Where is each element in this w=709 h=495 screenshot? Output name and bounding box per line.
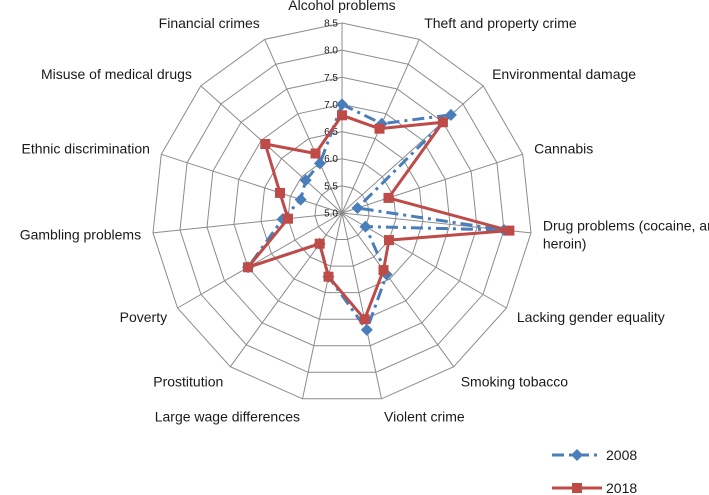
data-point bbox=[384, 235, 394, 246]
grid-spoke bbox=[161, 153, 343, 214]
category-label: Theft and property crime bbox=[424, 15, 577, 31]
data-point bbox=[359, 220, 372, 233]
tick-label: 5.5 bbox=[324, 181, 338, 192]
data-point bbox=[444, 108, 457, 121]
legend-item-2008: 2008 bbox=[552, 447, 637, 463]
data-point bbox=[359, 314, 370, 325]
tick-label: 8.0 bbox=[324, 46, 338, 57]
grid-spoke bbox=[229, 212, 343, 367]
legend: 2008 2018 bbox=[552, 447, 637, 495]
category-label: Violent crime bbox=[384, 409, 465, 425]
category-label: Financial crimes bbox=[159, 15, 260, 31]
data-point bbox=[310, 148, 321, 159]
data-point bbox=[337, 110, 347, 121]
data-point bbox=[383, 192, 394, 203]
grid-spoke bbox=[177, 212, 343, 309]
data-point bbox=[299, 174, 312, 187]
category-label: Ethnic discrimination bbox=[22, 141, 150, 157]
category-labels: Alcohol problems Theft and property crime… bbox=[20, 0, 709, 425]
grid-ring bbox=[179, 49, 505, 373]
category-label: Misuse of medical drugs bbox=[41, 66, 192, 82]
data-series bbox=[241, 98, 515, 336]
grid-spoke bbox=[341, 153, 523, 214]
grid-spoke bbox=[341, 212, 507, 309]
data-point bbox=[314, 238, 325, 249]
grid-spoke bbox=[341, 85, 484, 214]
grid-spoke bbox=[302, 212, 343, 399]
data-point bbox=[351, 201, 364, 214]
category-label: Alcohol problems bbox=[288, 0, 395, 13]
tick-label: 7.5 bbox=[324, 73, 338, 84]
legend-marker bbox=[571, 449, 583, 461]
category-label: Prostitution bbox=[153, 373, 223, 389]
tick-label: 5.0 bbox=[324, 209, 338, 220]
tick-label: 6.0 bbox=[324, 154, 338, 165]
category-label: Cannabis bbox=[534, 141, 593, 157]
grid-ring bbox=[287, 158, 397, 267]
data-point bbox=[360, 323, 373, 336]
grid-spoke bbox=[200, 85, 343, 214]
grid-spoke bbox=[341, 212, 382, 399]
grid-spoke bbox=[264, 39, 343, 214]
grid-ring bbox=[233, 103, 451, 320]
grid-ring bbox=[152, 22, 532, 400]
data-point bbox=[275, 187, 285, 198]
grid-ring bbox=[206, 76, 478, 347]
data-point bbox=[283, 213, 293, 224]
data-point bbox=[323, 271, 334, 282]
category-label: Drug problems (cocaine, amphetamine,hero… bbox=[543, 218, 709, 252]
legend-label: 2008 bbox=[606, 447, 637, 463]
data-point bbox=[378, 265, 389, 276]
data-point bbox=[294, 193, 307, 206]
tick-label: 8.5 bbox=[324, 19, 338, 30]
data-point bbox=[374, 123, 385, 134]
data-point bbox=[336, 98, 348, 111]
category-label: Large wage differences bbox=[155, 409, 300, 425]
series-line-2008 bbox=[246, 102, 506, 332]
data-point bbox=[313, 157, 326, 170]
category-label: Gambling problems bbox=[20, 227, 141, 243]
data-point bbox=[437, 117, 448, 128]
legend-marker bbox=[572, 483, 582, 493]
data-point bbox=[260, 139, 271, 149]
category-label: Poverty bbox=[120, 309, 167, 325]
series-line-2018 bbox=[246, 113, 511, 321]
legend-label: 2018 bbox=[606, 480, 637, 495]
category-label: Environmental damage bbox=[492, 66, 636, 82]
data-point bbox=[504, 225, 515, 236]
data-point bbox=[243, 262, 253, 273]
category-label: Lacking gender equality bbox=[517, 309, 665, 325]
grid-spoke bbox=[152, 212, 343, 234]
category-label: Smoking tobacco bbox=[461, 373, 569, 389]
radar-grid bbox=[152, 22, 532, 400]
tick-label: 7.0 bbox=[324, 100, 338, 111]
legend-item-2018: 2018 bbox=[552, 480, 637, 495]
grid-spoke bbox=[341, 212, 455, 367]
